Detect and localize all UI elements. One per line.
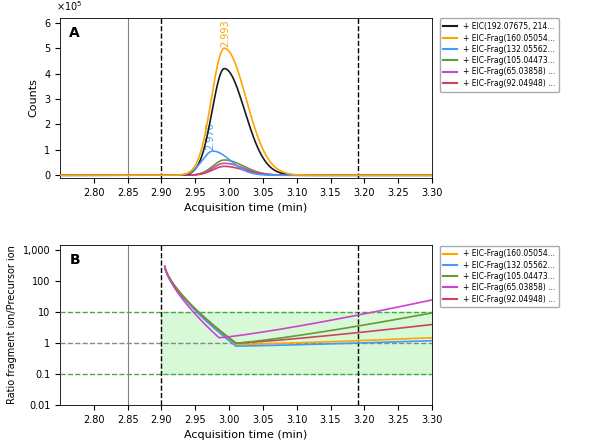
Text: $\times 10^5$: $\times 10^5$ (56, 0, 83, 13)
Text: B: B (70, 253, 80, 267)
Y-axis label: Counts: Counts (28, 78, 38, 117)
Legend: + EIC(192.07675, 214..., + EIC-Frag(160.05054..., + EIC-Frag(132.05562..., + EIC: + EIC(192.07675, 214..., + EIC-Frag(160.… (440, 18, 559, 92)
Text: 2.976: 2.976 (205, 123, 215, 150)
Text: A: A (70, 26, 80, 40)
X-axis label: Acquisition time (min): Acquisition time (min) (184, 430, 308, 440)
Y-axis label: Ratio fragment ion/Precursor ion: Ratio fragment ion/Precursor ion (7, 246, 17, 405)
Text: 2.993: 2.993 (220, 20, 230, 47)
Legend: + EIC-Frag(160.05054..., + EIC-Frag(132.05562..., + EIC-Frag(105.04473..., + EIC: + EIC-Frag(160.05054..., + EIC-Frag(132.… (440, 246, 559, 307)
X-axis label: Acquisition time (min): Acquisition time (min) (184, 203, 308, 213)
